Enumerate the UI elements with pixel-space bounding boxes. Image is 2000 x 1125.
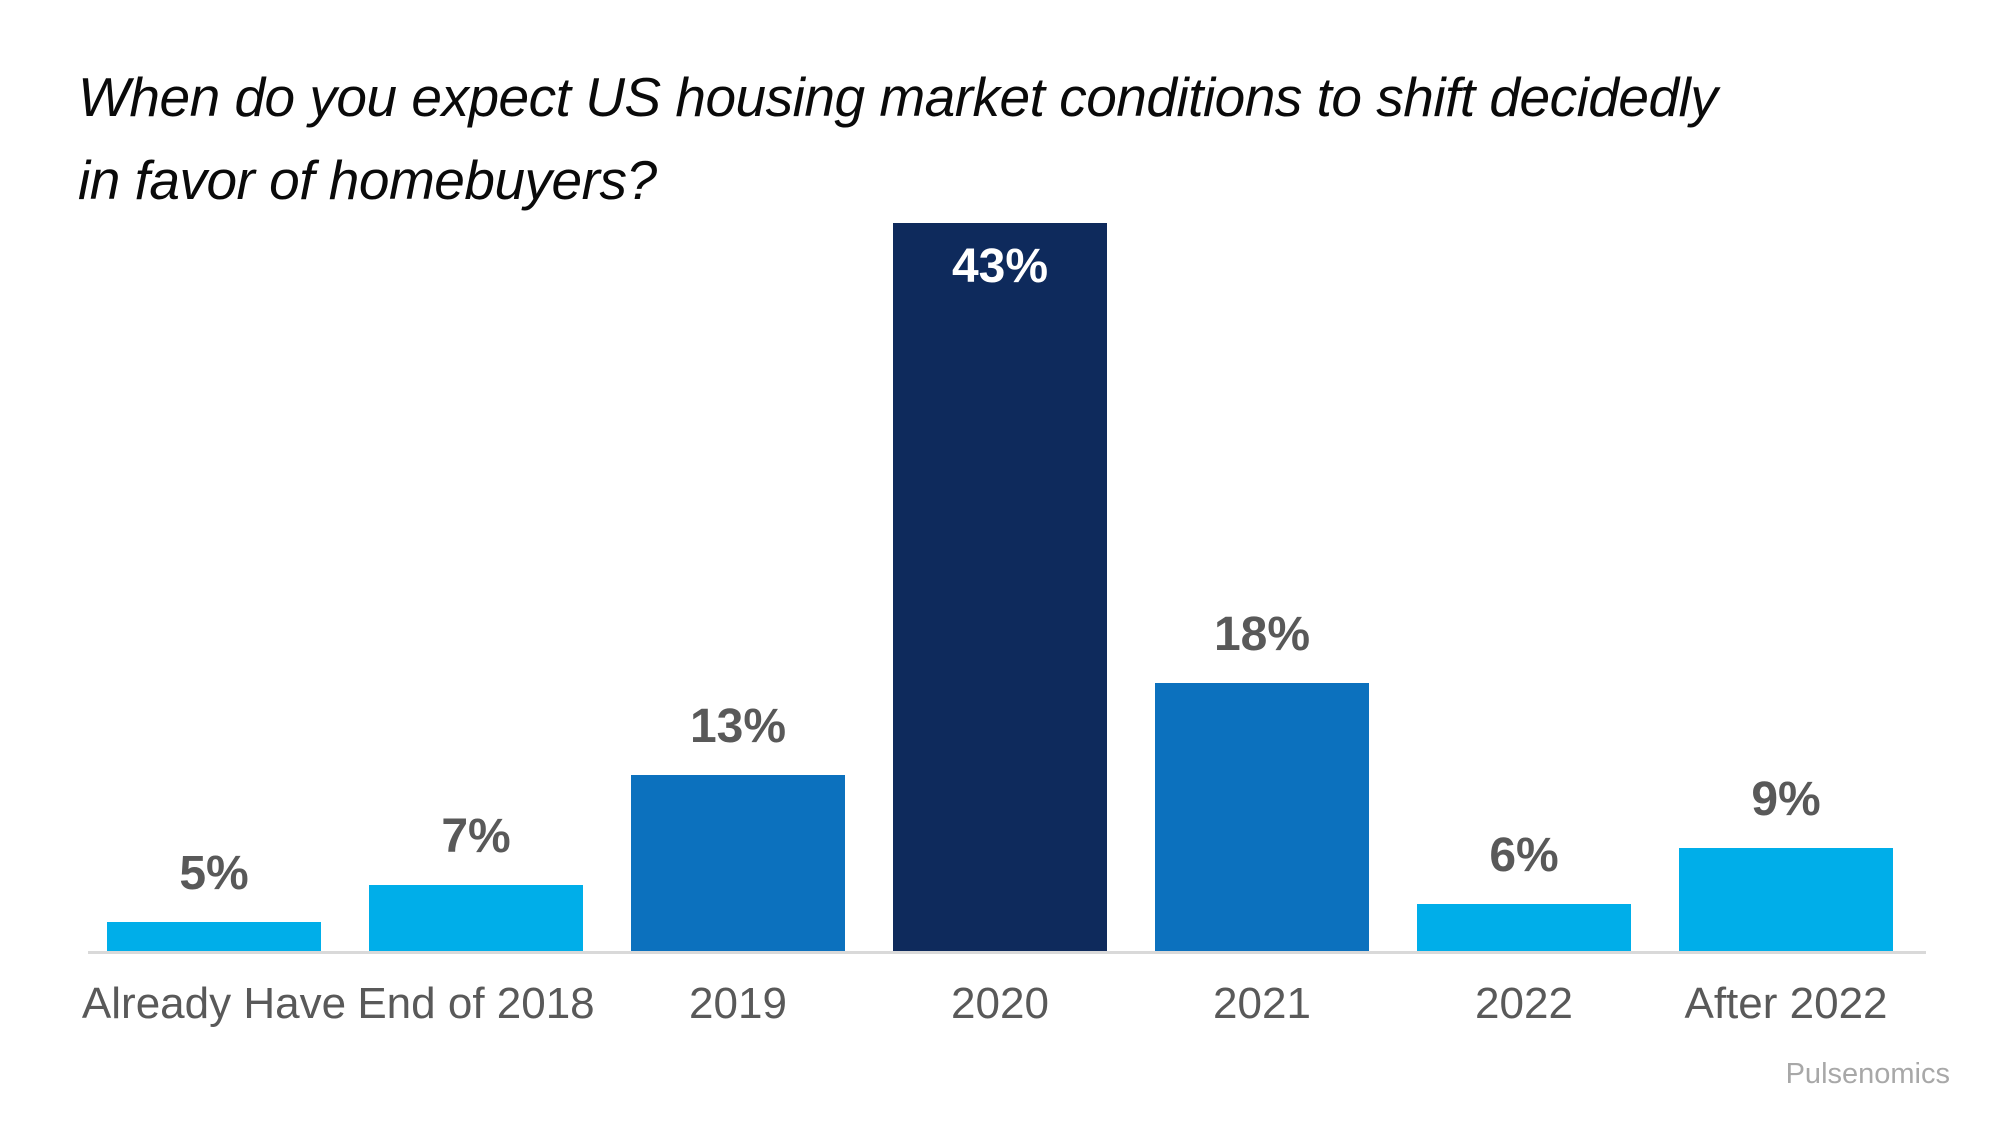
bar-2021 <box>1155 683 1369 951</box>
category-label-after-2022: After 2022 <box>1684 979 1888 1028</box>
category-label-2022: 2022 <box>1475 979 1573 1028</box>
bar-2020 <box>893 223 1107 951</box>
category-label-end-of-2018: End of 2018 <box>357 979 595 1028</box>
bar-already-have <box>107 922 321 951</box>
category-label-2020: 2020 <box>951 979 1049 1028</box>
value-label-already-have: 5% <box>179 847 249 900</box>
source-attribution: Pulsenomics <box>1785 1058 1950 1090</box>
value-label-2020: 43% <box>951 240 1049 293</box>
bar-after-2022 <box>1679 848 1893 951</box>
bar-end-of-2018 <box>369 885 583 951</box>
value-label-after-2022: 9% <box>1751 773 1821 826</box>
chart-title-line2: in favor of homebuyers? <box>78 149 657 211</box>
chart-title-line1: When do you expect US housing market con… <box>78 66 1718 128</box>
x-axis-line <box>88 951 1926 954</box>
value-label-2019: 13% <box>689 700 787 753</box>
bar-2022 <box>1417 904 1631 951</box>
value-label-2021: 18% <box>1213 608 1311 661</box>
category-label-2019: 2019 <box>689 979 787 1028</box>
bar-2019 <box>631 775 845 951</box>
category-label-already-have: Already Have <box>81 979 347 1028</box>
chart-title: When do you expect US housing market con… <box>78 56 1718 222</box>
value-label-end-of-2018: 7% <box>441 810 511 863</box>
category-label-2021: 2021 <box>1213 979 1311 1028</box>
value-label-2022: 6% <box>1489 829 1559 882</box>
